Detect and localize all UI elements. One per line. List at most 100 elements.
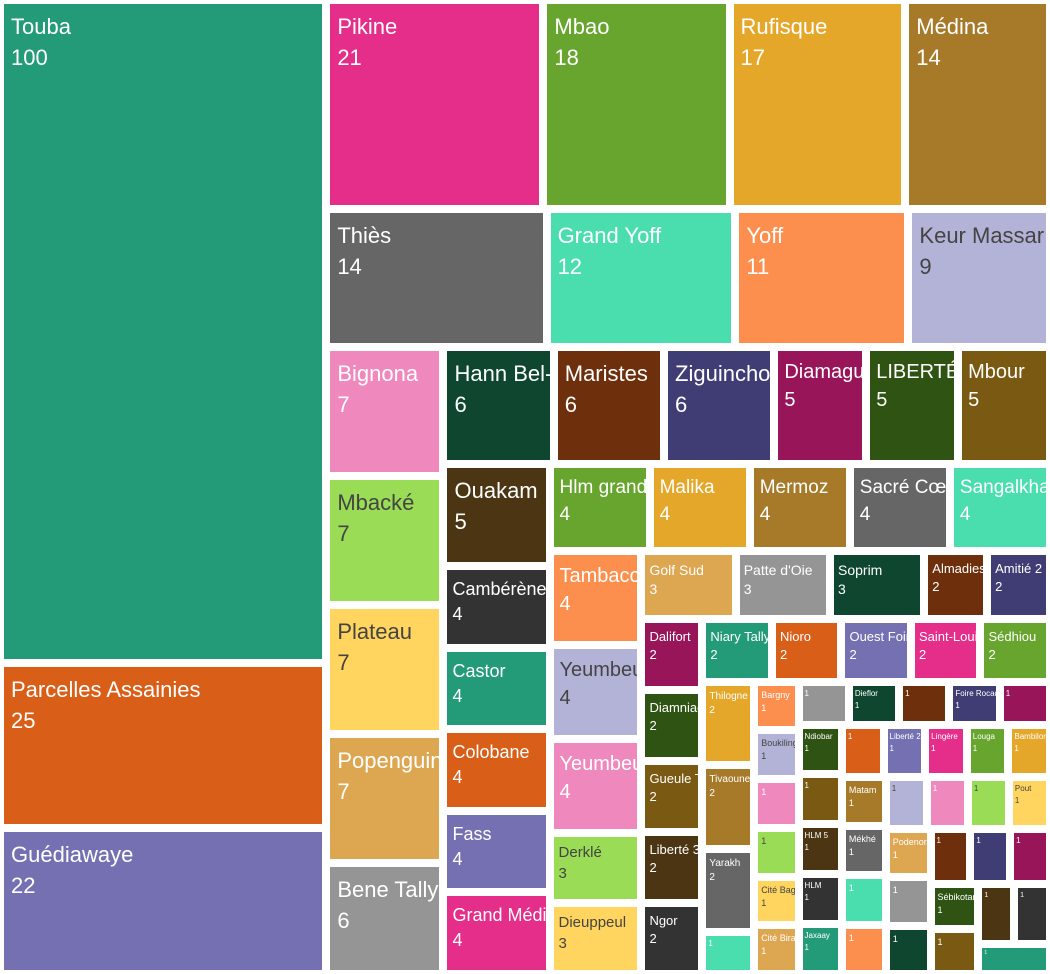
tile-dalifort[interactable]: Dalifort 2	[645, 623, 699, 687]
tile-soprim[interactable]: Soprim 3	[834, 554, 921, 616]
tile-nioro[interactable]: Nioro 2	[775, 623, 838, 678]
tile-unlabeled[interactable]: 1	[974, 833, 1007, 880]
tile-unlabeled[interactable]: 1	[1003, 685, 1046, 721]
tile-keur-massar[interactable]: Keur Massar 9	[912, 213, 1046, 343]
tile-diamniadio[interactable]: Diamniadio 2	[645, 694, 699, 758]
tile-jaxaay[interactable]: Jaxaay 1	[802, 928, 838, 970]
tile-foire-rocade[interactable]: Foire Rocade 1	[953, 685, 996, 721]
tile-unlabeled[interactable]: 1	[1014, 833, 1046, 880]
tile-almadies[interactable]: Almadies 2	[928, 554, 984, 616]
tile-yoff[interactable]: Yoff 11	[739, 213, 905, 343]
tile-dieflor[interactable]: Dieflor 1	[852, 685, 896, 721]
tile-unlabeled[interactable]: 1	[982, 947, 1046, 970]
tile-unlabeled[interactable]: 1	[934, 932, 975, 970]
tile-bambilor[interactable]: Bambilor 1	[1012, 728, 1046, 773]
tile-unlabeled[interactable]: 1	[903, 685, 946, 721]
tile-bene-tally[interactable]: Bene Tally 6	[330, 867, 440, 970]
tile-gueule-tape[interactable]: Gueule Tapé 2	[645, 765, 699, 829]
tile-ngor[interactable]: Ngor 2	[645, 907, 699, 970]
tile-touba[interactable]: Touba 100	[4, 4, 323, 659]
tile-yarakh[interactable]: Yarakh 2	[706, 852, 751, 929]
tile-value: 9	[919, 254, 932, 280]
tile-hlm-grand-yoff[interactable]: Hlm grand yoff 4	[553, 468, 646, 547]
tile-unlabeled[interactable]: 1	[758, 783, 795, 824]
tile-cite-biraly[interactable]: Cité Biraly 1	[758, 929, 795, 970]
tile-matam[interactable]: Matam 1	[845, 780, 882, 822]
tile-thies[interactable]: Thiès 14	[330, 213, 543, 343]
tile-unlabeled[interactable]: 1	[845, 928, 882, 970]
tile-ouakam[interactable]: Ouakam 5	[447, 468, 546, 563]
tile-unlabeled[interactable]: 1	[845, 728, 880, 773]
tile-unlabeled[interactable]: 1	[971, 780, 1005, 826]
tile-mbacke[interactable]: Mbacké 7	[330, 479, 440, 601]
tile-ziguinchor[interactable]: Ziguinchor 6	[668, 350, 771, 461]
tile-boukiling[interactable]: Boukiling 1	[758, 734, 795, 776]
tile-sacre-c-ur[interactable]: Sacré Cœur 4	[853, 468, 946, 547]
tile-patte-d-oie[interactable]: Patte d'Oie 3	[739, 554, 826, 616]
tile-value: 1	[848, 797, 854, 808]
tile-unlabeled[interactable]: 1	[930, 780, 964, 826]
tile-unlabeled[interactable]: 1	[758, 831, 795, 873]
tile-plateau[interactable]: Plateau 7	[330, 608, 440, 731]
tile-grand-medina[interactable]: Grand Médina 4	[447, 896, 546, 970]
tile-unlabeled[interactable]: 1	[889, 881, 927, 922]
tile-malika[interactable]: Malika 4	[653, 468, 746, 547]
tile-mermoz[interactable]: Mermoz 4	[753, 468, 846, 547]
tile-saint-louis[interactable]: Saint-Louis 2	[914, 623, 977, 678]
tile-pout[interactable]: Pout 1	[1012, 780, 1046, 826]
tile-unlabeled[interactable]: 1	[845, 879, 882, 921]
tile-sangalkham[interactable]: Sangalkham 4	[953, 468, 1046, 547]
tile-fass[interactable]: Fass 4	[447, 814, 546, 889]
tile-rufisque[interactable]: Rufisque 17	[733, 4, 902, 206]
tile-bargny[interactable]: Bargny 1	[758, 685, 795, 727]
tile-golf-sud[interactable]: Golf Sud 3	[645, 554, 732, 616]
tile-ndiobar[interactable]: Ndiobar 1	[802, 728, 838, 771]
tile-thilogne[interactable]: Thilogne 2	[706, 685, 751, 762]
tile-liberte-3[interactable]: Liberté 3 2	[645, 836, 699, 900]
tile-unlabeled[interactable]: 1	[1018, 887, 1046, 940]
tile-mbao[interactable]: Mbao 18	[547, 4, 726, 206]
tile-cite-bagui[interactable]: Cité Bagui 1	[758, 880, 795, 922]
tile-maristes[interactable]: Maristes 6	[557, 350, 661, 461]
tile-liberte-6[interactable]: LIBERTÉ 6 5	[870, 350, 955, 461]
tile-castor[interactable]: Castor 4	[447, 651, 546, 726]
tile-grand-yoff[interactable]: Grand Yoff 12	[550, 213, 732, 343]
tile-unlabeled[interactable]: 1	[706, 936, 751, 970]
tile-unlabeled[interactable]: 1	[982, 887, 1011, 940]
tile-amitie-2[interactable]: Amitié 2 2	[991, 554, 1046, 616]
tile-mbour[interactable]: Mbour 5	[962, 350, 1046, 461]
tile-mekhe[interactable]: Mékhé 1	[845, 829, 882, 872]
tile-unlabeled[interactable]: 1	[934, 833, 967, 880]
tile-parcelles-assainies[interactable]: Parcelles Assainies 25	[4, 666, 323, 825]
tile-hann-bel-air[interactable]: Hann Bel-Air 6	[447, 350, 550, 461]
tile-yeumbeul-sud[interactable]: Yeumbeul Sud 4	[553, 742, 638, 829]
tile-podenor[interactable]: Podenor 1	[889, 833, 927, 874]
tile-yeumbeul[interactable]: Yeumbeul 4	[553, 648, 638, 735]
tile-sebikotane[interactable]: Sébikotane 1	[934, 887, 975, 925]
tile-unlabeled[interactable]: 1	[889, 929, 927, 970]
tile-unlabeled[interactable]: 1	[802, 685, 845, 721]
tile-guediawaye[interactable]: Guédiawaye 22	[4, 832, 323, 970]
tile-louga[interactable]: Louga 1	[970, 728, 1005, 773]
tile-diamaguene[interactable]: Diamaguene 5	[778, 350, 863, 461]
tile-tivaoune[interactable]: Tivaoune 2	[706, 769, 751, 845]
tile-dieuppeul[interactable]: Dieuppeul 3	[553, 907, 638, 970]
tile-lingere[interactable]: Lingère 1	[929, 728, 963, 773]
tile-medina[interactable]: Médina 14	[909, 4, 1046, 206]
tile-niary-tally[interactable]: Niary Tally 2	[706, 623, 768, 678]
tile-unlabeled[interactable]: 1	[889, 780, 923, 826]
tile-camberene[interactable]: Cambérène 4	[447, 570, 546, 644]
tile-tambacounda[interactable]: Tambacounda 4	[553, 554, 638, 641]
tile-liberte-2[interactable]: Liberté 2 1	[887, 728, 922, 773]
tile-derkle[interactable]: Derklé 3	[553, 836, 638, 900]
tile-hlm[interactable]: HLM 1	[802, 878, 838, 921]
tile-hlm-5[interactable]: HLM 5 1	[802, 828, 838, 871]
tile-ouest-foire[interactable]: Ouest Foire 2	[845, 623, 907, 678]
tile-popenguine[interactable]: Popenguine 7	[330, 738, 440, 860]
tile-unlabeled[interactable]: 1	[802, 778, 838, 821]
tile-sedhiou[interactable]: Sédhiou 2	[984, 623, 1046, 678]
tile-bignona[interactable]: Bignona 7	[330, 350, 440, 472]
tile-value: 1	[761, 787, 767, 798]
tile-pikine[interactable]: Pikine 21	[330, 4, 540, 206]
tile-colobane[interactable]: Colobane 4	[447, 733, 546, 807]
